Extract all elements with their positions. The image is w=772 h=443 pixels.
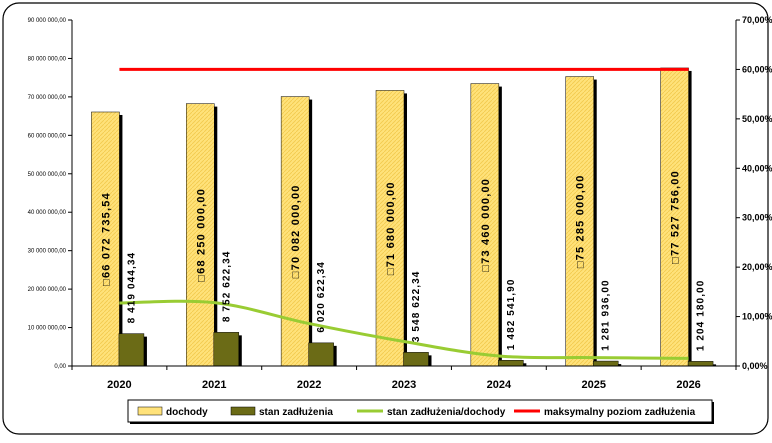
- legend-item-stan-zadluzenia-dochody-label: stan zadłużenia/dochody: [387, 407, 506, 418]
- legend-item-dochody-label: dochody: [166, 407, 208, 418]
- bar-stan-zadluzenia-2021: [213, 332, 240, 367]
- x-tick-label-2025: 2025: [581, 379, 605, 391]
- y-tick-label-left: 50 000 000,00: [28, 172, 67, 178]
- y-tick-label-left: 80 000 000,00: [28, 56, 67, 62]
- x-tick-label-2020: 2020: [107, 379, 131, 391]
- x-tick-label-2023: 2023: [392, 379, 416, 391]
- data-label-stan-zadluzenia-2023: 3 548 622,34: [411, 271, 422, 343]
- y-tick-label-right: 30,00%: [742, 213, 772, 223]
- y-tick-label-right: 0,00%: [742, 361, 768, 371]
- data-label-dochody-2025: □75 285 000,00: [575, 174, 587, 268]
- data-label-dochody-2023: □71 680 000,00: [385, 181, 397, 275]
- data-label-dochody-2022: □70 082 000,00: [290, 184, 302, 278]
- y-tick-label-left: 20 000 000,00: [28, 287, 67, 293]
- legend-item-dochody-swatch: [137, 406, 163, 416]
- bar-stan-zadluzenia-2026: [687, 361, 714, 367]
- y-tick-label-left: 90 000 000,00: [28, 18, 67, 24]
- bar-dochody-2024: [470, 83, 500, 367]
- bar-stan-zadluzenia-2020: [118, 333, 145, 367]
- bar-stan-zadluzenia-2023: [403, 352, 429, 367]
- bar-stan-zadluzenia-2022: [308, 342, 334, 367]
- data-label-stan-zadluzenia-2020: 8 419 044,34: [126, 252, 137, 324]
- data-label-stan-zadluzenia-2022: 6 020 622,34: [316, 261, 327, 333]
- data-label-stan-zadluzenia-2021: 8 752 622,34: [221, 251, 232, 323]
- legend-item-stan-zadluzenia-label: stan zadłużenia: [259, 407, 333, 418]
- y-tick-label-left: 70 000 000,00: [28, 95, 67, 101]
- y-tick-label-right: 40,00%: [742, 163, 772, 173]
- y-tick-label-right: 60,00%: [742, 64, 772, 74]
- legend-box: [127, 399, 713, 423]
- x-tick-label-2022: 2022: [297, 379, 321, 391]
- legend-item-stan-zadluzenia-swatch: [230, 406, 256, 416]
- data-label-stan-zadluzenia-2024: 1 482 541,90: [506, 279, 517, 351]
- data-label-dochody-2026: □77 527 756,00: [670, 170, 682, 264]
- legend-item-maksymalny-poziom-zadluzenia-label: maksymalny poziom zadłużenia: [544, 407, 696, 418]
- bar-stan-zadluzenia-2024: [498, 360, 524, 367]
- x-tick-label-2021: 2021: [202, 379, 226, 391]
- bar-dochody-2026: [660, 67, 689, 367]
- data-label-dochody-2020: □66 072 735,54: [100, 192, 112, 286]
- y-tick-label-right: 20,00%: [742, 262, 772, 272]
- bar-dochody-2021: [186, 103, 215, 367]
- bar-dochody-2023: [375, 90, 405, 367]
- y-tick-label-left: 60 000 000,00: [28, 133, 67, 139]
- y-tick-label-left: 40 000 000,00: [28, 210, 67, 216]
- line-stan-zadluzenia-dochody: [119, 299, 689, 360]
- y-tick-label-left: 10 000 000,00: [28, 326, 67, 332]
- y-tick-label-left: 30 000 000,00: [28, 249, 67, 255]
- x-tick-label-2026: 2026: [676, 379, 700, 391]
- bar-dochody-2020: [91, 111, 120, 367]
- x-tick-label-2024: 2024: [487, 379, 512, 391]
- data-label-stan-zadluzenia-2026: 1 204 180,00: [696, 280, 707, 352]
- y-tick-label-right: 50,00%: [742, 114, 772, 124]
- y-tick-label-right: 10,00%: [742, 312, 772, 322]
- data-label-dochody-2024: □73 460 000,00: [480, 178, 492, 272]
- bar-stan-zadluzenia-2025: [592, 360, 619, 367]
- y-tick-label-right: 70,00%: [742, 15, 772, 25]
- data-label-stan-zadluzenia-2025: 1 281 936,00: [601, 279, 612, 351]
- data-label-dochody-2021: □68 250 000,00: [195, 188, 207, 282]
- y-tick-label-left: 0,00: [54, 364, 66, 370]
- bar-dochody-2025: [565, 76, 594, 367]
